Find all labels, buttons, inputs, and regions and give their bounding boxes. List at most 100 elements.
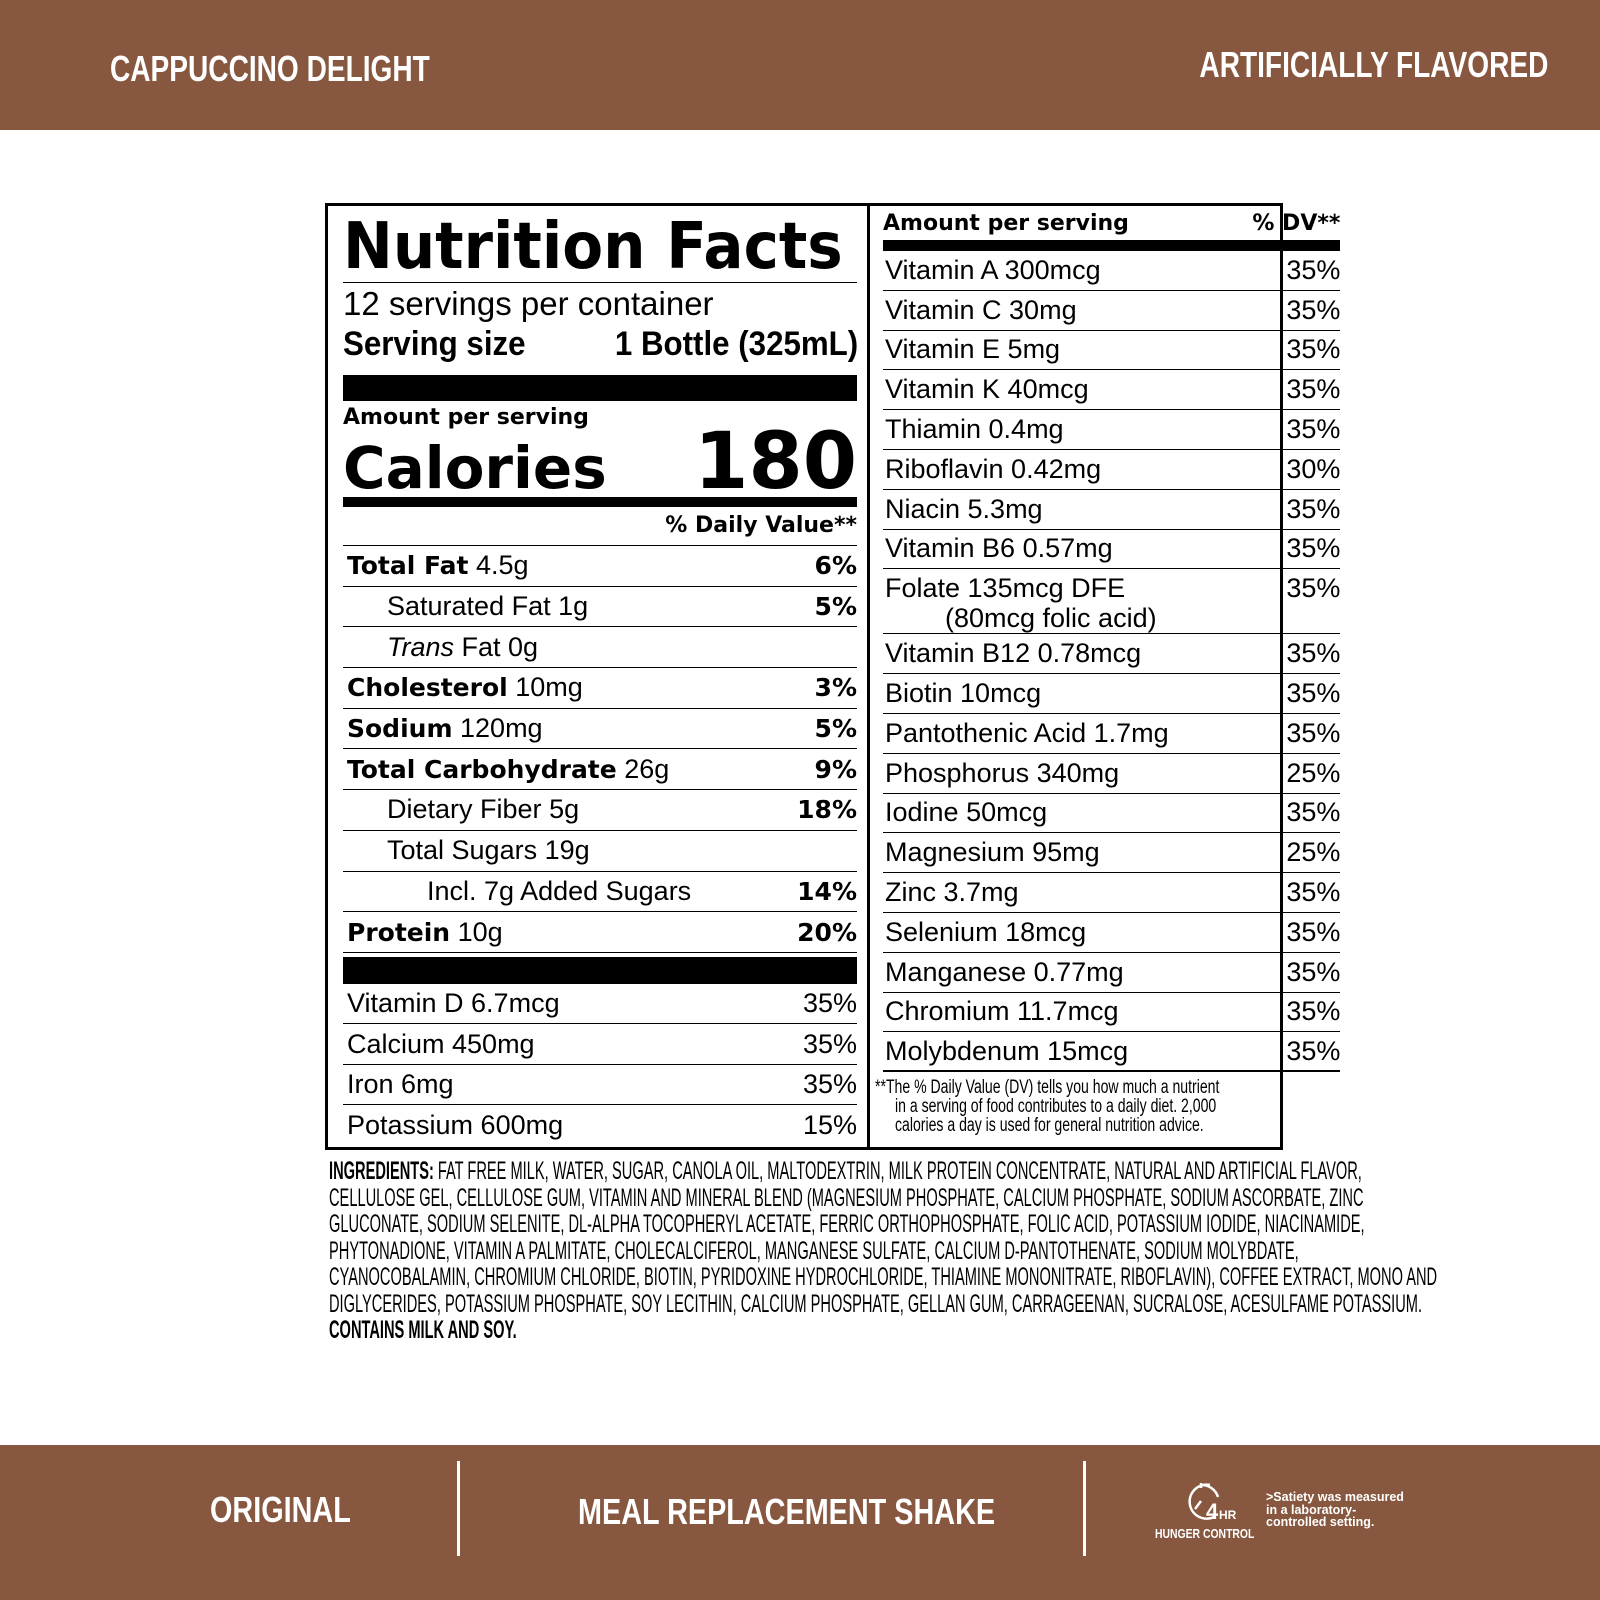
vitamin-name: Vitamin B12 0.78mcg bbox=[885, 638, 1142, 669]
vitamin-name: Calcium 450mg bbox=[347, 1028, 535, 1059]
serving-size-value: 1 Bottle (325mL) bbox=[614, 325, 859, 363]
vitamin-dv: 35% bbox=[1286, 493, 1341, 524]
nutrient-row: Sodium 120mg 5% bbox=[343, 709, 857, 750]
nutrition-facts-label: Nutrition Facts 12 servings per containe… bbox=[325, 203, 1341, 1150]
vitamin-row: Chromium 11.7mcg 35% bbox=[883, 993, 1341, 1033]
right-amount-header: Amount per serving bbox=[883, 211, 1129, 236]
vitamin-name: Vitamin D 6.7mcg bbox=[347, 988, 560, 1019]
nutrient-label: Total Fat 4.5g bbox=[347, 550, 529, 581]
footnote-line: **The % Daily Value (DV) tells you how m… bbox=[875, 1077, 1220, 1099]
vitamin-row: Niacin 5.3mg 35% bbox=[883, 490, 1341, 530]
vitamin-name: Potassium 600mg bbox=[347, 1110, 564, 1141]
ingredients-line: CYANOCOBALAMIN, CHROMIUM CHLORIDE, BIOTI… bbox=[329, 1264, 1437, 1291]
nutrient-amount: 1g bbox=[558, 591, 589, 622]
vitamin-name: Zinc 3.7mg bbox=[885, 877, 1019, 908]
footnote-line: in a serving of food contributes to a da… bbox=[895, 1096, 1217, 1118]
vitamin-name: Pantothenic Acid 1.7mg bbox=[885, 717, 1169, 748]
nutrient-dv: 14% bbox=[797, 876, 857, 906]
vitamin-name: Biotin 10mcg bbox=[885, 678, 1042, 709]
nutrient-dv: 3% bbox=[814, 673, 857, 703]
ingredients-label: INGREDIENTS: bbox=[329, 1157, 434, 1185]
nutrient-row: Saturated Fat 1g 5% bbox=[343, 587, 857, 628]
vitamin-row: Molybdenum 15mcg 35% bbox=[883, 1032, 1341, 1073]
ingredients-text: FAT FREE MILK, WATER, SUGAR, CANOLA OIL,… bbox=[433, 1157, 1362, 1185]
ingredients-line: DIGLYCERIDES, POTASSIUM PHOSPHATE, SOY L… bbox=[329, 1290, 1422, 1318]
vitamin-row: Zinc 3.7mg 35% bbox=[883, 873, 1341, 913]
nutrient-label: Dietary Fiber 5g bbox=[387, 794, 579, 825]
vitamin-dv: 35% bbox=[1286, 414, 1341, 445]
ingredients-text: DIGLYCERIDES, POTASSIUM PHOSPHATE, SOY L… bbox=[329, 1289, 1423, 1318]
nutrient-name: Protein bbox=[347, 917, 451, 947]
vitamin-dv: 35% bbox=[802, 1028, 857, 1059]
vitamin-dv: 35% bbox=[1286, 916, 1341, 947]
vitamin-name: Riboflavin 0.42mg bbox=[885, 453, 1102, 484]
vitamin-row: Thiamin 0.4mg 35% bbox=[883, 410, 1341, 450]
hunger-control-label: HUNGER CONTROL bbox=[1155, 1526, 1255, 1541]
vitamin-row: Pantothenic Acid 1.7mg 35% bbox=[883, 714, 1341, 754]
medium-divider bbox=[883, 240, 1341, 251]
footnote: **The % Daily Value (DV) tells you how m… bbox=[875, 1078, 1340, 1135]
daily-value-header: % Daily Value** bbox=[343, 507, 857, 546]
vitamin-name: Vitamin E 5mg bbox=[885, 334, 1061, 365]
product-type: MEAL REPLACEMENT SHAKE bbox=[578, 1491, 996, 1532]
nutrient-label: Cholesterol 10mg bbox=[347, 672, 583, 703]
nutrient-label: Total Carbohydrate 26g bbox=[347, 754, 669, 785]
ingredients: INGREDIENTS: FAT FREE MILK, WATER, SUGAR… bbox=[329, 1158, 1529, 1344]
vitamin-label: Folate 135mcg DFE (80mcg folic acid) bbox=[885, 573, 1157, 633]
thick-divider bbox=[343, 375, 857, 401]
vitamin-row: Vitamin B6 0.57mg 35% bbox=[883, 530, 1341, 570]
footnote-line: calories a day is used for general nutri… bbox=[895, 1115, 1204, 1137]
vitamin-name: Vitamin A 300mcg bbox=[885, 254, 1101, 285]
vitamin-dv: 35% bbox=[1286, 254, 1341, 285]
calories-value: 180 bbox=[694, 417, 857, 507]
nutrient-name: Incl. 7g Added Sugars bbox=[427, 875, 692, 906]
vitamin-name: Chromium 11.7mcg bbox=[885, 996, 1119, 1027]
vitamin-dv: 35% bbox=[1286, 573, 1341, 604]
flavor-name: CAPPUCCINO DELIGHT bbox=[110, 48, 430, 89]
nutrient-amount: 5g bbox=[549, 794, 580, 825]
flavor-note: ARTIFICIALLY FLAVORED bbox=[1199, 44, 1548, 85]
right-dv-header: % DV** bbox=[1252, 211, 1341, 236]
nutrient-amount: 4.5g bbox=[475, 550, 529, 581]
nutrient-row: Protein 10g 20% bbox=[343, 912, 857, 953]
nutrient-name: Saturated Fat bbox=[387, 591, 551, 622]
vitamin-row: Vitamin A 300mcg 35% bbox=[883, 251, 1341, 291]
vitamin-dv: 35% bbox=[1286, 638, 1341, 669]
vitamin-name: Thiamin 0.4mg bbox=[885, 414, 1064, 445]
vitamin-dv: 35% bbox=[1286, 533, 1341, 564]
nutrient-row: Dietary Fiber 5g 18% bbox=[343, 790, 857, 831]
ingredients-line: PHYTONADIONE, VITAMIN A PALMITATE, CHOLE… bbox=[329, 1236, 1324, 1265]
vitamin-row: Biotin 10mcg 35% bbox=[883, 674, 1341, 714]
nutrient-dv: 20% bbox=[797, 917, 857, 947]
vitamin-row: Vitamin B12 0.78mcg 35% bbox=[883, 634, 1341, 675]
badge-number: 4 bbox=[1206, 1499, 1219, 1524]
nutrient-label: Protein 10g bbox=[347, 917, 503, 948]
vitamin-name: Selenium 18mcg bbox=[885, 916, 1087, 947]
vitamin-name: Magnesium 95mg bbox=[885, 837, 1100, 868]
ingredients-text: CELLULOSE GEL, CELLULOSE GUM, VITAMIN AN… bbox=[329, 1183, 1364, 1212]
ingredients-text: PHYTONADIONE, VITAMIN A PALMITATE, CHOLE… bbox=[329, 1236, 1299, 1265]
nutrient-row: Total Fat 4.5g 6% bbox=[343, 546, 857, 587]
vitamin-row: Potassium 600mg 15% bbox=[343, 1105, 857, 1146]
vitamin-dv: 35% bbox=[1286, 797, 1341, 828]
nutrient-label: Incl. 7g Added Sugars bbox=[427, 876, 691, 907]
nutrient-name: Dietary Fiber bbox=[387, 794, 542, 825]
header-band: CAPPUCCINO DELIGHT ARTIFICIALLY FLAVORED bbox=[0, 0, 1600, 130]
footer-divider bbox=[457, 1461, 460, 1556]
vitamin-name: Vitamin B6 0.57mg bbox=[885, 533, 1113, 564]
vitamin-dv: 30% bbox=[1286, 453, 1341, 484]
vitamin-name: Folate 135mcg DFE bbox=[885, 573, 1126, 604]
vitamin-dv: 35% bbox=[1286, 334, 1341, 365]
variant: ORIGINAL bbox=[210, 1489, 351, 1530]
vitamin-row: Selenium 18mcg 35% bbox=[883, 913, 1341, 953]
nutrient-dv: 9% bbox=[814, 754, 857, 784]
vitamin-dv: 25% bbox=[1286, 757, 1341, 788]
nutrient-row: Total Carbohydrate 26g 9% bbox=[343, 749, 857, 791]
vitamin-name: Manganese 0.77mg bbox=[885, 956, 1124, 987]
thin-divider bbox=[343, 282, 857, 283]
nutrient-amount: Fat 0g bbox=[461, 631, 539, 662]
nutrient-amount: 10mg bbox=[515, 672, 583, 703]
nutrient-name: Total Sugars bbox=[387, 835, 538, 866]
nutrient-name: Trans bbox=[387, 631, 455, 662]
nutrient-name: Total Carbohydrate bbox=[347, 754, 617, 784]
